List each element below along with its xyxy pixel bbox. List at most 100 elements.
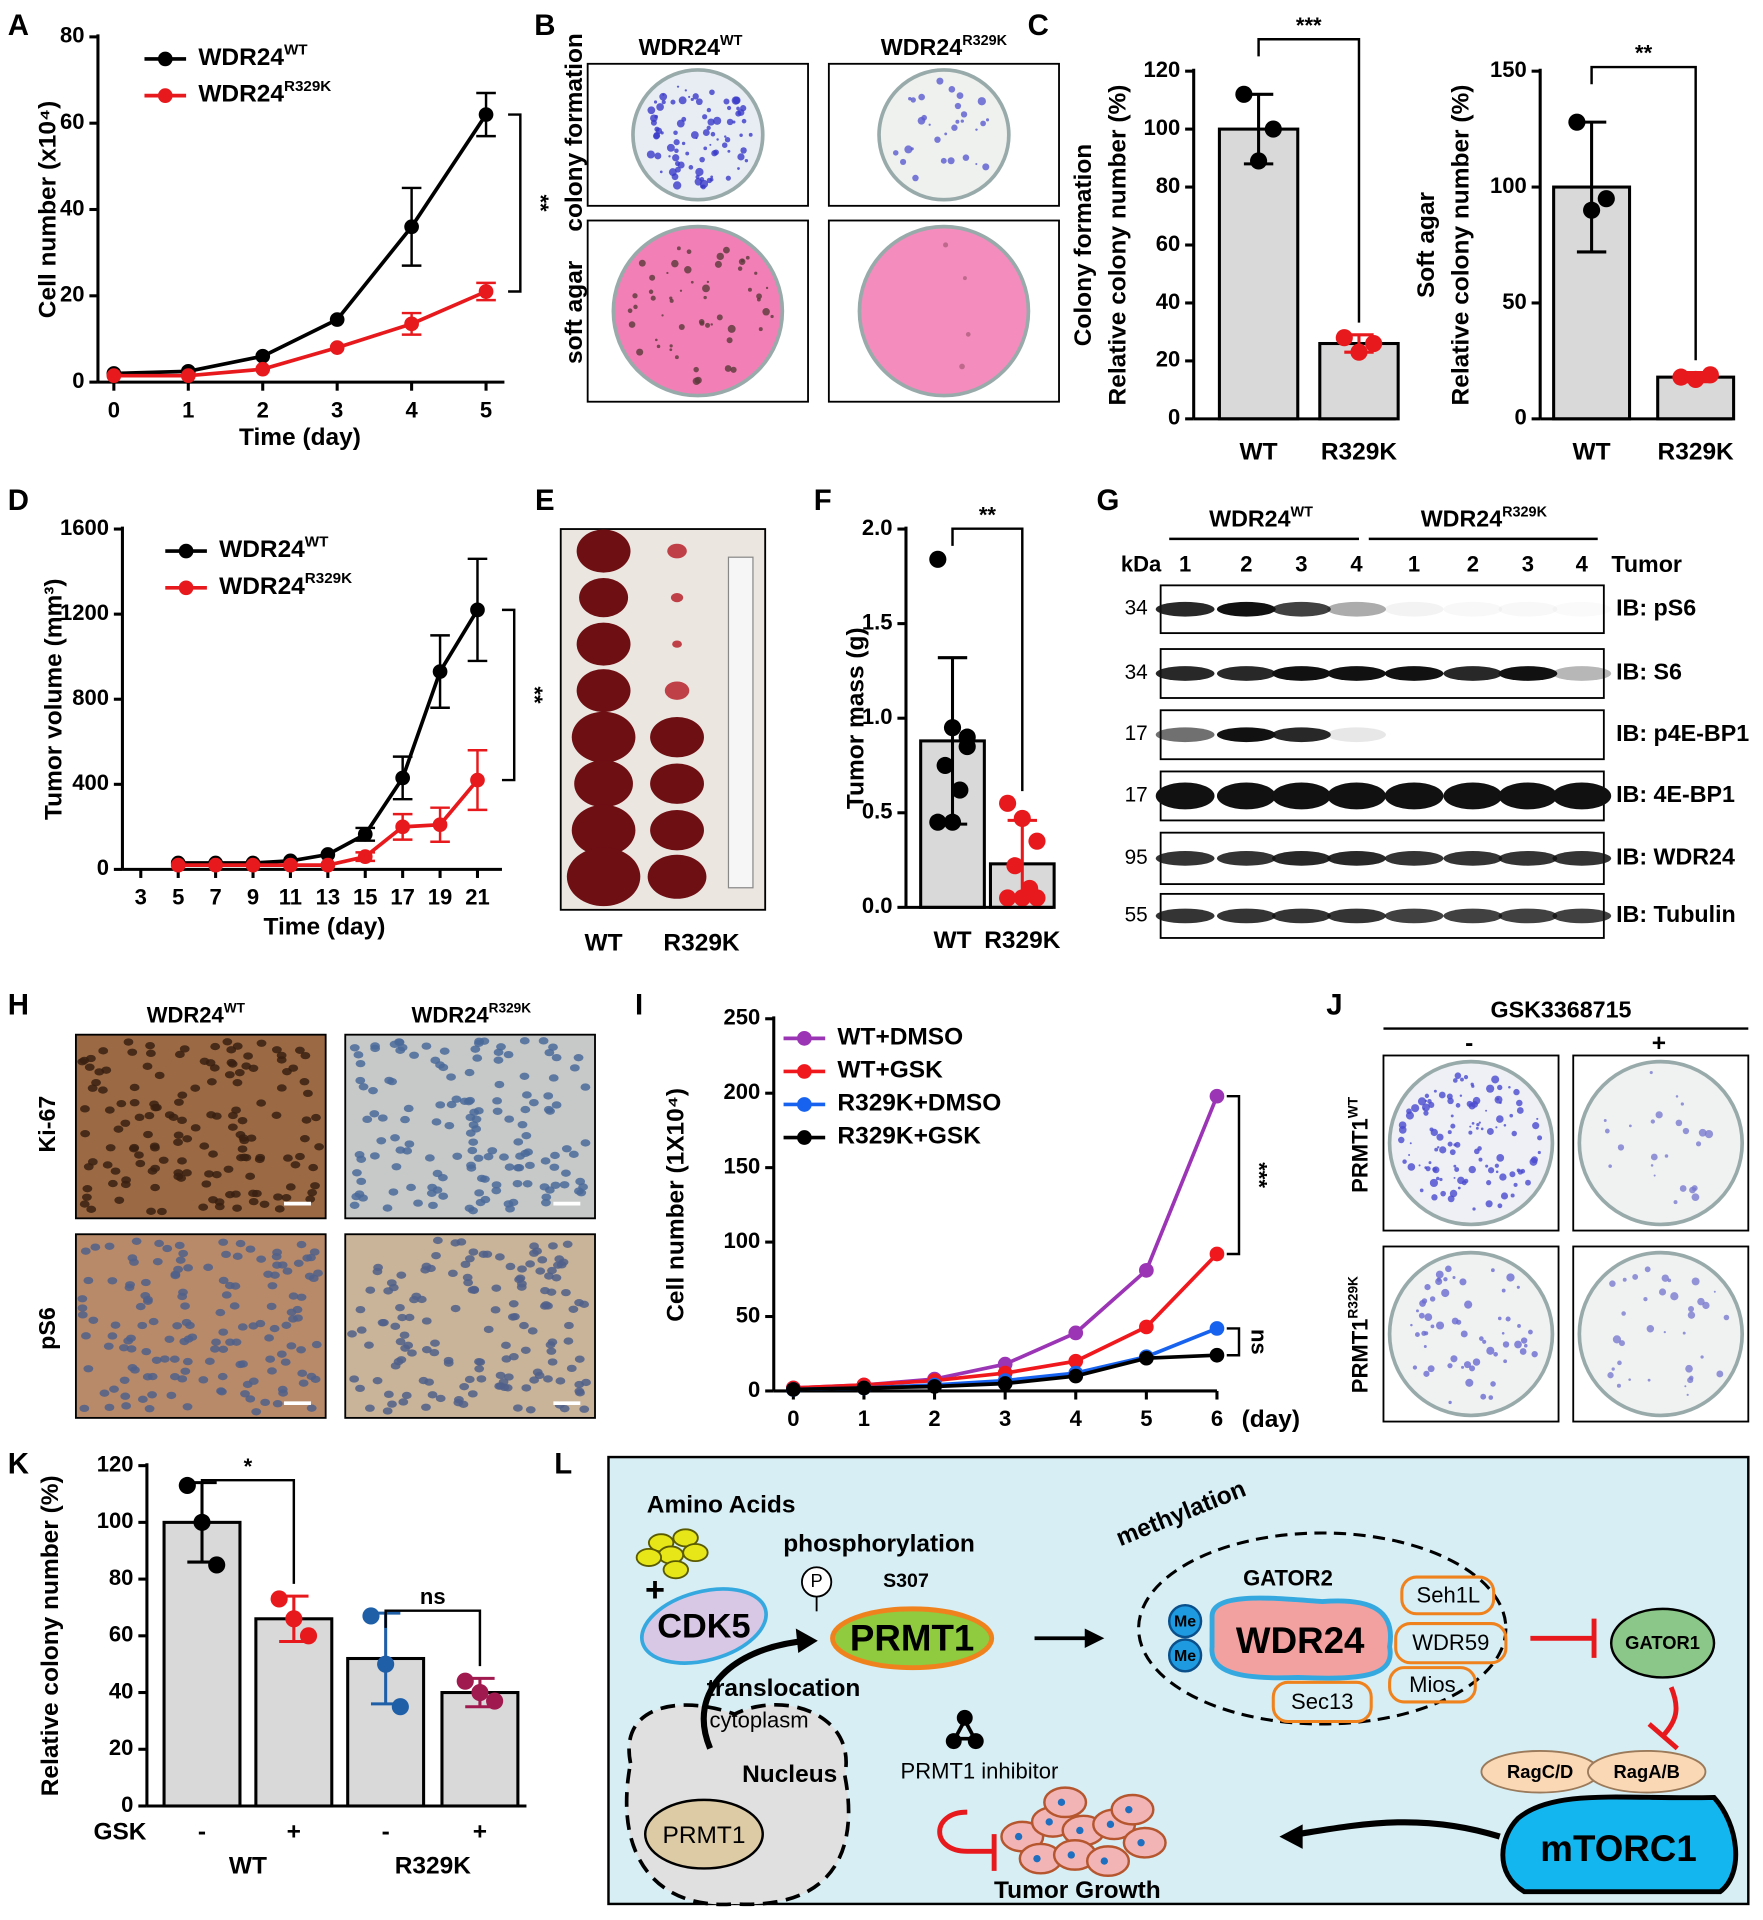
colony — [1496, 1154, 1505, 1162]
colony — [1412, 1365, 1418, 1370]
nucleus — [395, 1046, 406, 1054]
nucleus — [86, 1205, 97, 1213]
panel-letter: E — [535, 484, 555, 517]
data-point — [1235, 85, 1253, 103]
nucleus — [538, 1037, 549, 1045]
cell-nucleus — [1057, 1798, 1066, 1806]
nucleus — [544, 1048, 555, 1057]
panel-letter: B — [534, 9, 555, 42]
x-tick-label: 6 — [1211, 1406, 1223, 1431]
nucleus — [221, 1291, 232, 1299]
nucleus — [491, 1186, 502, 1195]
lane-title: Tumor — [1611, 551, 1682, 577]
colony — [1422, 1107, 1426, 1110]
x-tick-label: 5 — [172, 885, 184, 910]
colony — [1488, 1395, 1494, 1400]
nucleus — [102, 1161, 113, 1169]
nucleus — [453, 1399, 464, 1407]
significance-label: ns — [420, 1584, 446, 1609]
nucleus — [568, 1305, 579, 1313]
nucleus — [474, 1365, 485, 1373]
data-point — [929, 813, 947, 831]
x-tick-label: - — [382, 1818, 390, 1845]
nucleus — [79, 1404, 90, 1413]
colony — [1410, 1323, 1413, 1327]
nucleus — [104, 1403, 115, 1412]
panel-letter: C — [1028, 9, 1049, 42]
colony — [695, 98, 703, 106]
blot-band — [1216, 851, 1276, 866]
colony — [1494, 1163, 1500, 1168]
nucleus — [178, 1249, 189, 1258]
nucleus — [369, 1110, 380, 1118]
nucleus — [150, 1104, 161, 1112]
nucleus — [438, 1192, 449, 1200]
nucleus — [468, 1138, 479, 1146]
nucleus — [277, 1261, 288, 1269]
panel-letter: K — [8, 1447, 29, 1480]
x-tick-label: 7 — [209, 885, 221, 910]
colony — [1655, 1111, 1663, 1119]
nucleus — [387, 1400, 397, 1408]
data-point — [255, 361, 271, 377]
nucleus — [347, 1330, 357, 1338]
blot-band — [1272, 727, 1331, 743]
data-point — [1209, 1088, 1225, 1104]
colony — [1439, 1146, 1447, 1154]
colony — [1453, 1143, 1457, 1147]
nucleus — [451, 1095, 462, 1103]
nucleus — [88, 1316, 99, 1324]
x-tick-label: 3 — [331, 397, 343, 422]
colony — [1445, 1265, 1452, 1273]
panel-letter: I — [635, 988, 643, 1021]
data-point — [320, 857, 336, 873]
colony — [1685, 1364, 1693, 1373]
x-tick-label: 9 — [247, 885, 259, 910]
colony — [1673, 1200, 1678, 1205]
nucleus — [296, 1240, 307, 1249]
data-point — [170, 857, 186, 873]
colony — [693, 366, 699, 373]
colony — [1503, 1359, 1508, 1364]
nucleus — [512, 1404, 523, 1412]
nucleus — [446, 1073, 456, 1081]
nucleus — [211, 1338, 221, 1346]
growth-arrow — [1297, 1819, 1501, 1840]
colony — [1398, 1126, 1407, 1134]
significance-bracket — [1226, 1327, 1241, 1357]
colony — [1454, 1167, 1460, 1172]
colony — [1505, 1316, 1511, 1322]
colony — [674, 148, 679, 154]
nucleus — [119, 1344, 129, 1352]
blot-label: IB: Tubulin — [1616, 901, 1736, 927]
colony — [713, 149, 719, 156]
label-superscript: R329K — [489, 1000, 532, 1015]
panel-letter: H — [8, 988, 29, 1021]
data-point — [471, 1683, 489, 1702]
nucleus — [456, 1238, 467, 1246]
nucleus — [135, 1159, 146, 1168]
pathway-label: phosphorylation — [783, 1531, 975, 1558]
blot-band — [1327, 727, 1386, 743]
colony — [1607, 1372, 1614, 1379]
colony — [627, 308, 633, 314]
nucleus — [235, 1131, 246, 1139]
pathway-label: mTORC1 — [1540, 1828, 1696, 1869]
bar — [162, 1520, 242, 1808]
nucleus — [285, 1183, 296, 1191]
data-point — [391, 1698, 409, 1716]
y-tick-label: 40 — [60, 195, 85, 220]
nucleus — [546, 1347, 557, 1355]
data-point — [106, 368, 122, 384]
nucleus — [148, 1317, 159, 1326]
nucleus — [299, 1078, 310, 1086]
colony — [1472, 1358, 1481, 1366]
blot-band — [1327, 666, 1386, 681]
tumor — [650, 716, 704, 758]
nucleus — [355, 1384, 365, 1393]
colony — [977, 97, 986, 106]
nucleus — [310, 1375, 321, 1384]
nucleus — [119, 1376, 130, 1384]
blot-band — [1155, 727, 1215, 743]
colony — [1452, 1276, 1456, 1280]
